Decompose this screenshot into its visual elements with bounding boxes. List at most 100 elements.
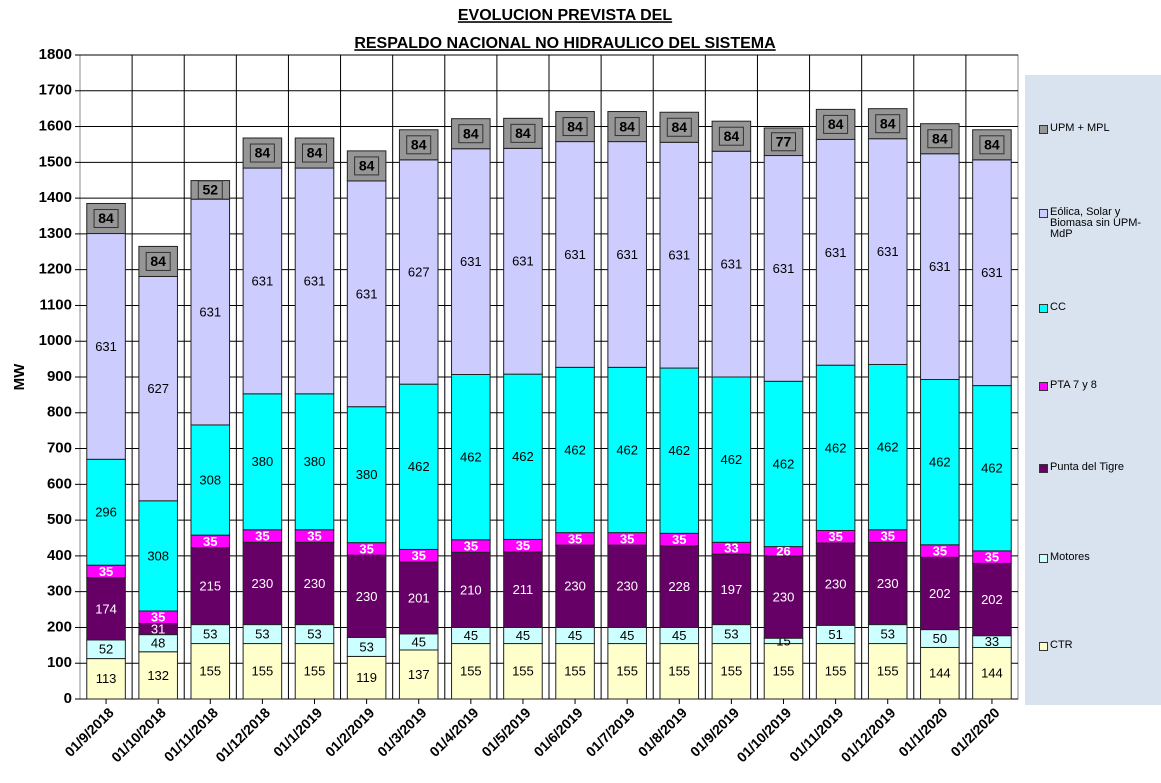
value-label: 144 <box>981 666 1003 681</box>
value-label: 137 <box>408 667 430 682</box>
legend-swatch <box>1039 464 1048 473</box>
x-tick-label: 01/1/2020 <box>895 704 951 760</box>
legend-item: Punta del Tigre <box>1039 462 1157 473</box>
value-label: 50 <box>933 631 947 646</box>
value-label-box <box>249 143 275 163</box>
bar-segment <box>972 159 1012 387</box>
value-label: 631 <box>564 247 586 262</box>
y-tick-label: 300 <box>47 583 72 600</box>
legend-label: PTA 7 y 8 <box>1050 379 1097 391</box>
y-tick-label: 1500 <box>39 153 72 170</box>
x-tick-label: 01/3/2019 <box>374 704 430 760</box>
y-tick-label: 900 <box>47 368 72 385</box>
bar-segment <box>659 545 700 628</box>
bar-segment <box>398 561 439 635</box>
value-label: 155 <box>460 664 482 679</box>
x-tick-label: 01/8/2019 <box>635 704 691 760</box>
value-label: 53 <box>880 627 894 642</box>
bar-segment <box>555 141 595 368</box>
y-tick-label: 1400 <box>39 189 72 206</box>
bar-segment <box>659 367 700 534</box>
bar-segment <box>503 643 543 700</box>
bar-segment <box>294 541 335 626</box>
legend-label: Eólica, Solar y Biomasa sin UPM-MdP <box>1050 206 1142 240</box>
value-label: 53 <box>307 627 321 642</box>
bar-segment <box>607 141 647 368</box>
x-tick-label: 01/4/2019 <box>426 704 482 760</box>
value-label: 210 <box>460 582 482 597</box>
value-label: 462 <box>564 442 586 457</box>
value-label: 631 <box>616 247 638 262</box>
legend-swatch <box>1039 209 1048 218</box>
x-tick-label: 01/11/2018 <box>161 704 221 764</box>
bar-segment <box>294 643 335 700</box>
value-label: 84 <box>411 137 427 153</box>
value-label: 631 <box>252 273 274 288</box>
bar-segment <box>451 148 491 375</box>
value-label: 84 <box>515 125 531 141</box>
legend-item: Eólica, Solar y Biomasa sin UPM-MdP <box>1039 207 1157 240</box>
y-tick-label: 700 <box>47 440 72 457</box>
value-label-box <box>510 123 536 143</box>
value-label: 462 <box>408 459 430 474</box>
value-label: 380 <box>252 454 274 469</box>
legend-item: Motores <box>1039 552 1157 563</box>
x-tick-label: 01/12/2019 <box>838 704 899 765</box>
value-label: 84 <box>307 145 323 161</box>
value-label: 380 <box>356 467 378 482</box>
legend-item: CC <box>1039 302 1157 313</box>
value-label: 462 <box>773 456 795 471</box>
value-label: 45 <box>516 628 530 643</box>
y-tick-label: 1300 <box>39 225 72 242</box>
bar-segment <box>86 458 126 566</box>
value-label: 215 <box>199 579 221 594</box>
value-label: 35 <box>255 528 269 543</box>
value-label: 155 <box>199 664 221 679</box>
value-label: 462 <box>616 442 638 457</box>
y-tick-label: 1800 <box>39 46 72 63</box>
value-label-box <box>718 126 744 146</box>
bar-segment <box>659 141 700 369</box>
value-label: 627 <box>408 264 430 279</box>
value-label: 155 <box>825 664 847 679</box>
value-label-box <box>354 156 380 176</box>
value-label: 155 <box>564 664 586 679</box>
bar-segment <box>242 643 283 700</box>
value-label: 35 <box>151 610 165 625</box>
value-label: 84 <box>619 118 635 134</box>
value-label: 84 <box>984 137 1000 153</box>
bar-segment <box>451 373 491 541</box>
value-label-box <box>823 114 849 134</box>
bar-segment <box>763 380 804 548</box>
value-label: 35 <box>828 529 842 544</box>
value-label: 84 <box>98 210 114 226</box>
value-label: 462 <box>668 443 690 458</box>
value-label-box <box>979 135 1005 155</box>
value-label: 119 <box>356 670 377 685</box>
bar-segment <box>711 643 752 700</box>
value-label: 53 <box>255 627 269 642</box>
value-label-box <box>145 251 171 271</box>
value-label: 45 <box>620 628 634 643</box>
y-tick-label: 800 <box>47 404 72 421</box>
bar-segment <box>972 562 1012 637</box>
value-label: 155 <box>721 664 743 679</box>
legend-swatch <box>1039 642 1048 651</box>
value-label-box <box>302 143 327 163</box>
legend-label: Punta del Tigre <box>1050 461 1124 473</box>
bar-segment <box>190 424 231 536</box>
bar-segment <box>138 500 178 612</box>
value-label: 35 <box>620 531 634 546</box>
bar-segment <box>867 138 908 365</box>
value-label: 84 <box>932 130 948 146</box>
bar-segment <box>867 541 908 626</box>
value-label: 33 <box>985 634 999 649</box>
value-label-box <box>614 117 640 137</box>
value-label: 45 <box>411 634 425 649</box>
value-label: 155 <box>252 664 274 679</box>
bar-segment <box>972 385 1012 552</box>
value-label: 631 <box>773 261 795 276</box>
value-label: 33 <box>724 541 738 556</box>
bar-segment <box>711 553 752 626</box>
value-label: 53 <box>724 627 738 642</box>
